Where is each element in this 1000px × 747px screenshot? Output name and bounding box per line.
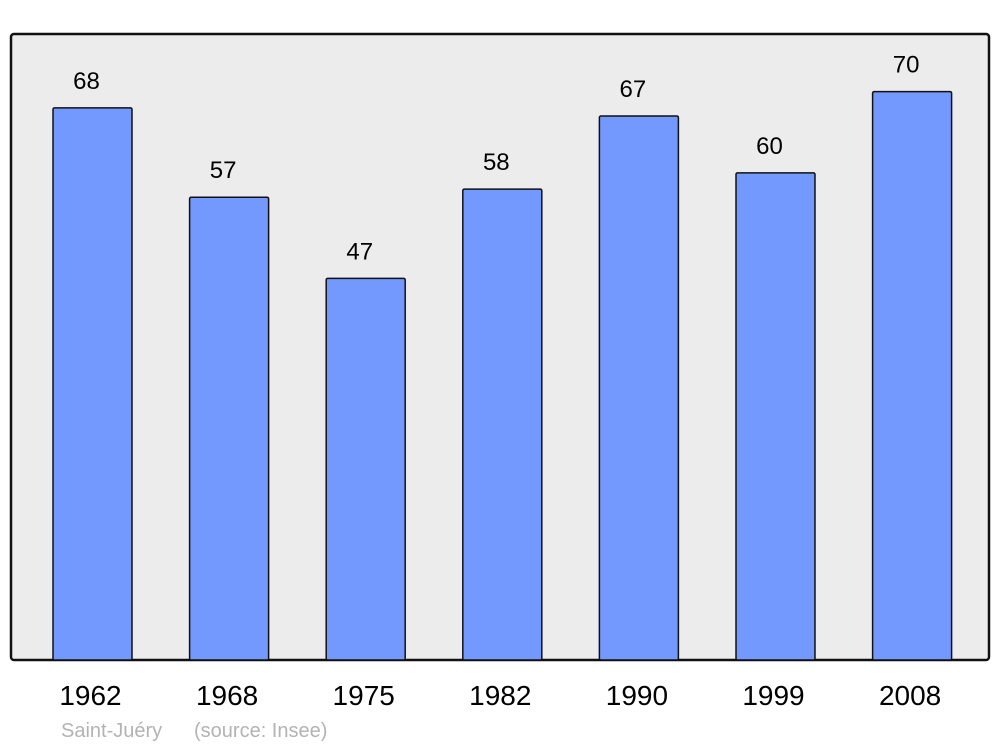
x-tick-label-1982: 1982 xyxy=(469,680,531,711)
data-label-1968: 57 xyxy=(210,157,237,184)
bar-2008 xyxy=(871,90,953,661)
data-label-1990: 67 xyxy=(620,76,647,103)
footer-source: (source: Insee) xyxy=(194,720,327,742)
data-label-1962: 68 xyxy=(73,68,100,95)
bar-1999 xyxy=(735,172,816,661)
data-label-1999: 60 xyxy=(756,133,783,160)
x-tick-label-1968: 1968 xyxy=(196,680,258,711)
bar-1982 xyxy=(462,188,543,661)
bar-1968 xyxy=(188,196,270,661)
data-label-1982: 58 xyxy=(483,149,510,176)
x-tick-label-1999: 1999 xyxy=(742,680,804,711)
data-label-1975: 47 xyxy=(346,238,373,265)
bar-1962 xyxy=(52,107,133,661)
data-label-2008: 70 xyxy=(893,52,920,79)
x-tick-label-1975: 1975 xyxy=(333,680,395,711)
x-tick-label-1962: 1962 xyxy=(59,680,121,711)
x-tick-label-1990: 1990 xyxy=(606,680,668,711)
footer-place: Saint-Juéry xyxy=(61,720,162,742)
bar-1990 xyxy=(598,115,680,661)
bar-1975 xyxy=(325,277,406,661)
x-tick-label-2008: 2008 xyxy=(879,680,941,711)
